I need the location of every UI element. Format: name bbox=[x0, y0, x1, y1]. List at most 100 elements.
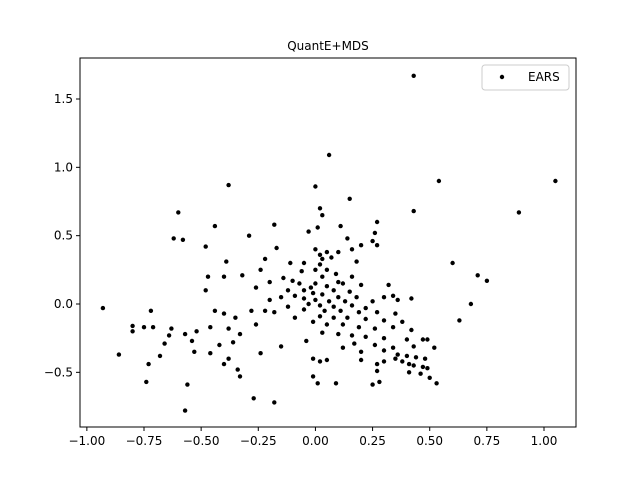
data-point bbox=[411, 363, 416, 368]
data-point bbox=[233, 315, 238, 320]
data-point bbox=[235, 367, 240, 372]
data-point bbox=[457, 318, 462, 323]
data-point bbox=[349, 303, 355, 308]
x-tick-label: −0.25 bbox=[240, 434, 277, 448]
data-point bbox=[331, 304, 336, 309]
data-point bbox=[425, 366, 430, 371]
data-point bbox=[374, 310, 380, 315]
data-point bbox=[212, 308, 218, 313]
data-point bbox=[315, 381, 320, 386]
data-point bbox=[345, 315, 350, 320]
data-point bbox=[217, 342, 222, 348]
data-point bbox=[422, 356, 428, 361]
data-point bbox=[297, 281, 302, 286]
data-point bbox=[324, 267, 330, 272]
data-point bbox=[484, 278, 490, 283]
data-point bbox=[411, 344, 416, 349]
x-tick-label: 0.50 bbox=[416, 434, 443, 448]
data-point bbox=[237, 374, 243, 379]
data-point bbox=[420, 364, 426, 370]
data-point bbox=[144, 379, 149, 385]
data-point bbox=[320, 274, 325, 279]
data-point bbox=[345, 236, 350, 241]
data-point bbox=[290, 278, 295, 283]
data-point bbox=[409, 296, 414, 301]
y-tick-label: 0.0 bbox=[54, 297, 73, 311]
data-point bbox=[340, 345, 346, 350]
data-point bbox=[288, 260, 293, 266]
data-point bbox=[130, 329, 135, 334]
data-point bbox=[267, 297, 272, 303]
data-point bbox=[208, 351, 213, 356]
data-point bbox=[313, 281, 318, 286]
data-point bbox=[336, 331, 341, 337]
data-point bbox=[326, 299, 332, 304]
data-point bbox=[363, 334, 368, 339]
data-point bbox=[436, 178, 442, 184]
data-point bbox=[313, 184, 318, 189]
data-point bbox=[358, 282, 364, 288]
data-point bbox=[411, 208, 416, 214]
data-point bbox=[381, 318, 387, 323]
data-point bbox=[301, 296, 307, 301]
data-point bbox=[377, 379, 382, 385]
data-point bbox=[386, 282, 391, 288]
data-point bbox=[224, 259, 229, 264]
data-point bbox=[390, 293, 396, 298]
data-point bbox=[320, 213, 325, 218]
y-tick-label: 0.5 bbox=[54, 229, 73, 243]
data-point bbox=[354, 259, 359, 264]
data-point bbox=[240, 273, 245, 278]
data-point bbox=[313, 267, 318, 272]
data-point bbox=[340, 322, 346, 327]
data-point bbox=[301, 307, 307, 312]
data-point bbox=[285, 304, 291, 309]
data-point bbox=[450, 260, 455, 266]
data-point bbox=[304, 338, 309, 344]
x-tick-label: 0.25 bbox=[359, 434, 386, 448]
data-point bbox=[390, 345, 396, 350]
data-point bbox=[203, 244, 208, 249]
data-point bbox=[208, 325, 213, 330]
data-point bbox=[262, 308, 268, 313]
data-point bbox=[169, 326, 174, 331]
data-point bbox=[226, 326, 231, 331]
data-point bbox=[226, 182, 231, 188]
data-point bbox=[162, 341, 167, 346]
data-point bbox=[381, 295, 387, 300]
data-point bbox=[203, 288, 208, 293]
data-point bbox=[317, 303, 323, 308]
data-point bbox=[313, 247, 318, 252]
data-point bbox=[150, 325, 156, 330]
data-point bbox=[381, 336, 387, 341]
data-point bbox=[400, 319, 405, 324]
data-point bbox=[336, 249, 341, 255]
data-point bbox=[320, 292, 325, 297]
data-point bbox=[363, 316, 368, 322]
data-point bbox=[468, 301, 474, 307]
data-point bbox=[182, 408, 188, 413]
plot-frame bbox=[79, 57, 577, 428]
data-point bbox=[393, 311, 398, 316]
data-point bbox=[310, 374, 316, 379]
data-point bbox=[425, 337, 430, 342]
data-point bbox=[347, 289, 352, 294]
data-point bbox=[317, 314, 323, 319]
data-point bbox=[317, 206, 323, 211]
data-point bbox=[553, 178, 558, 184]
data-point bbox=[393, 356, 398, 361]
data-point bbox=[381, 348, 387, 353]
data-point bbox=[308, 285, 314, 290]
data-point bbox=[148, 308, 154, 313]
data-point bbox=[301, 288, 307, 293]
data-point bbox=[281, 275, 286, 281]
x-tick-label: 1.00 bbox=[531, 434, 558, 448]
data-point bbox=[336, 279, 341, 285]
data-point bbox=[338, 223, 343, 229]
data-point bbox=[420, 337, 426, 342]
data-point bbox=[310, 319, 316, 324]
data-point bbox=[253, 322, 259, 327]
data-point bbox=[370, 238, 375, 244]
data-point bbox=[333, 381, 339, 386]
